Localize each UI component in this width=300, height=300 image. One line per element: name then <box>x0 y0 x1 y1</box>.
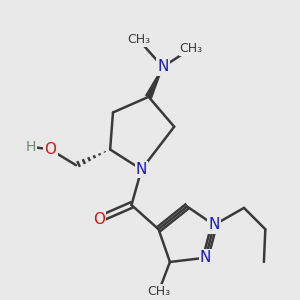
Text: H: H <box>25 140 36 154</box>
Text: N: N <box>208 218 220 232</box>
Text: N: N <box>200 250 211 265</box>
Text: CH₃: CH₃ <box>127 33 150 46</box>
Text: O: O <box>93 212 105 227</box>
Text: O: O <box>44 142 56 157</box>
Text: CH₃: CH₃ <box>147 285 170 298</box>
Text: N: N <box>136 162 147 177</box>
Text: N: N <box>157 59 169 74</box>
Polygon shape <box>146 67 163 98</box>
Text: CH₃: CH₃ <box>180 42 203 55</box>
